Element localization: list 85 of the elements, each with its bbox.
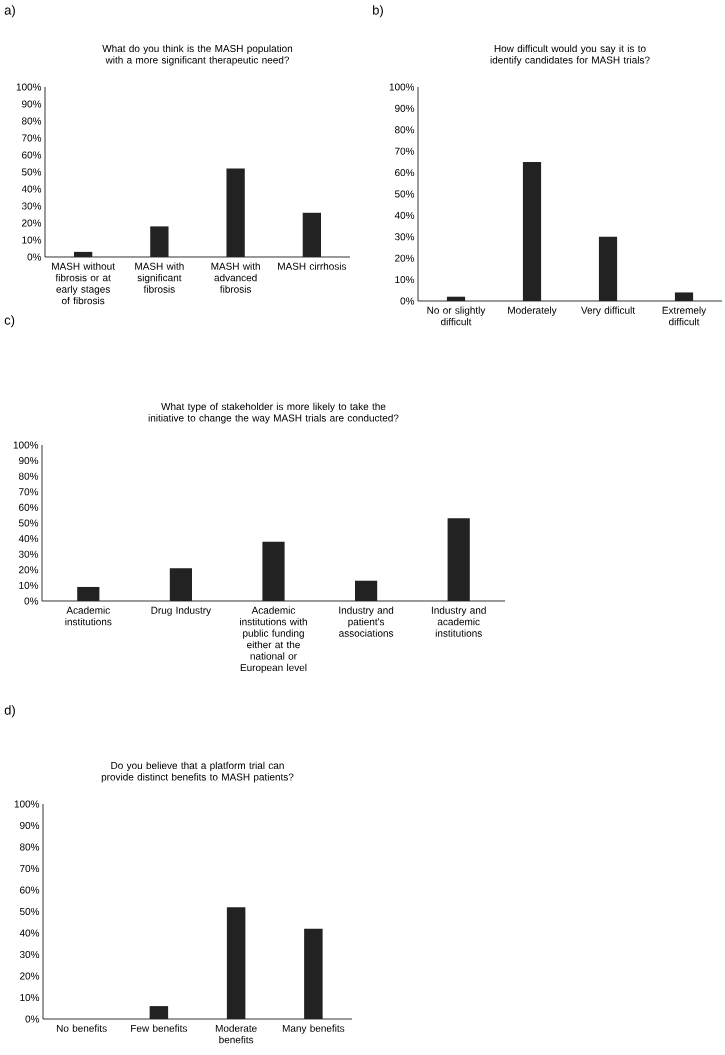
y-tick-label: 0% (400, 297, 415, 305)
y-tick-label: 20% (19, 566, 39, 574)
y-tick-label: 0% (27, 253, 42, 261)
text: d) (4, 705, 15, 718)
y-tick-label: 30% (394, 233, 415, 241)
y-tick-label: 10% (20, 993, 40, 1002)
y-tick-label: 90% (22, 100, 42, 108)
y-tick-label: 100% (14, 800, 40, 808)
x-tick-label: Industry and patient's associations (339, 606, 394, 637)
x-tick-label: MASH with advanced fibrosis (211, 262, 260, 293)
y-tick-label: 80% (18, 472, 39, 480)
y-tick-label: 60% (22, 151, 42, 159)
bar (302, 212, 322, 257)
x-tick-label: Academic institutions (65, 606, 112, 626)
x-tick-label: MASH with significant fibrosis (135, 262, 184, 293)
y-tick-label: 60% (19, 503, 39, 511)
bar (674, 292, 694, 301)
x-tick-label: Industry and academic institutions (431, 606, 486, 637)
bar (598, 236, 618, 301)
y-tick-label: 70% (22, 134, 42, 142)
y-tick-label: 40% (19, 929, 40, 937)
chart-title: How difficult would you say it is to identify candidates for MASH trials? (490, 44, 650, 66)
text: b) (373, 5, 383, 18)
y-tick-label: 20% (395, 254, 415, 262)
x-tick-label: MASH cirrhosis (278, 262, 347, 270)
y-tick-label: 50% (19, 907, 40, 916)
y-tick-label: 60% (395, 169, 415, 177)
y-tick-label: 70% (395, 147, 415, 155)
y-tick-label: 70% (19, 488, 39, 496)
x-tick-label: Extremely difficult (662, 306, 707, 326)
bar (77, 586, 100, 601)
y-tick-label: 30% (19, 950, 40, 959)
y-tick-label: 90% (19, 457, 39, 465)
y-tick-label: 100% (16, 83, 42, 91)
y-tick-label: 10% (395, 276, 415, 284)
y-tick-label: 70% (20, 864, 40, 873)
x-tick-label: MASH without fibrosis or at early stages of fibrosis (52, 262, 115, 305)
y-tick-label: 90% (20, 821, 40, 830)
bar (355, 580, 378, 601)
bar (226, 907, 246, 1019)
bar (304, 928, 323, 1019)
y-tick-label: 20% (20, 972, 40, 980)
chart-title: What type of stakeholder is more likely to take the initiative to change the way MASH trials are conducted? (148, 402, 399, 424)
y-tick-label: 0% (24, 597, 39, 605)
y-tick-label: 80% (19, 843, 40, 851)
y-tick-label: 40% (394, 211, 415, 219)
x-tick-label: Drug Industry (151, 606, 212, 616)
y-tick-label: 10% (19, 581, 39, 589)
bar (169, 568, 192, 601)
y-tick-label: 80% (21, 117, 42, 125)
bar (262, 541, 285, 601)
bar (446, 296, 466, 301)
bar (149, 1006, 169, 1019)
y-tick-label: 80% (394, 126, 415, 134)
y-tick-label: 90% (395, 104, 415, 112)
y-tick-label: 40% (21, 185, 42, 193)
x-tick-label: Very difficult (581, 306, 635, 316)
y-tick-label: 40% (18, 535, 39, 543)
chart-title: What do you think is the MASH population with a more significant therapeutic need? (102, 44, 293, 66)
bar (226, 168, 245, 257)
text: a) (4, 5, 15, 18)
x-tick-label: Many benefits (282, 1024, 345, 1034)
y-tick-label: 10% (22, 236, 42, 244)
bar (447, 518, 470, 601)
text: c) (4, 315, 15, 328)
y-tick-label: 30% (21, 202, 42, 210)
x-tick-label: Academic institutions with public funding either at the national or European level (240, 606, 307, 674)
y-tick-label: 60% (20, 886, 40, 894)
x-tick-label: No or slightly difficult (427, 306, 486, 326)
bar (150, 226, 169, 257)
bar (73, 251, 93, 257)
x-tick-label: Few benefits (131, 1024, 188, 1032)
x-tick-label: Moderate benefits (215, 1024, 257, 1044)
y-tick-label: 50% (18, 519, 39, 527)
y-tick-label: 100% (389, 83, 415, 91)
x-tick-label: No benefits (56, 1024, 107, 1032)
bar (522, 161, 542, 301)
chart-title: Do you believe that a platform trial can provide distinct benefits to MASH patients? (101, 761, 294, 783)
y-tick-label: 20% (22, 219, 42, 227)
y-tick-label: 0% (25, 1015, 40, 1023)
y-tick-label: 100% (13, 441, 39, 449)
y-tick-label: 30% (18, 550, 39, 558)
x-tick-label: Moderately (508, 306, 557, 316)
y-tick-label: 50% (21, 168, 42, 176)
y-tick-label: 50% (394, 190, 415, 198)
